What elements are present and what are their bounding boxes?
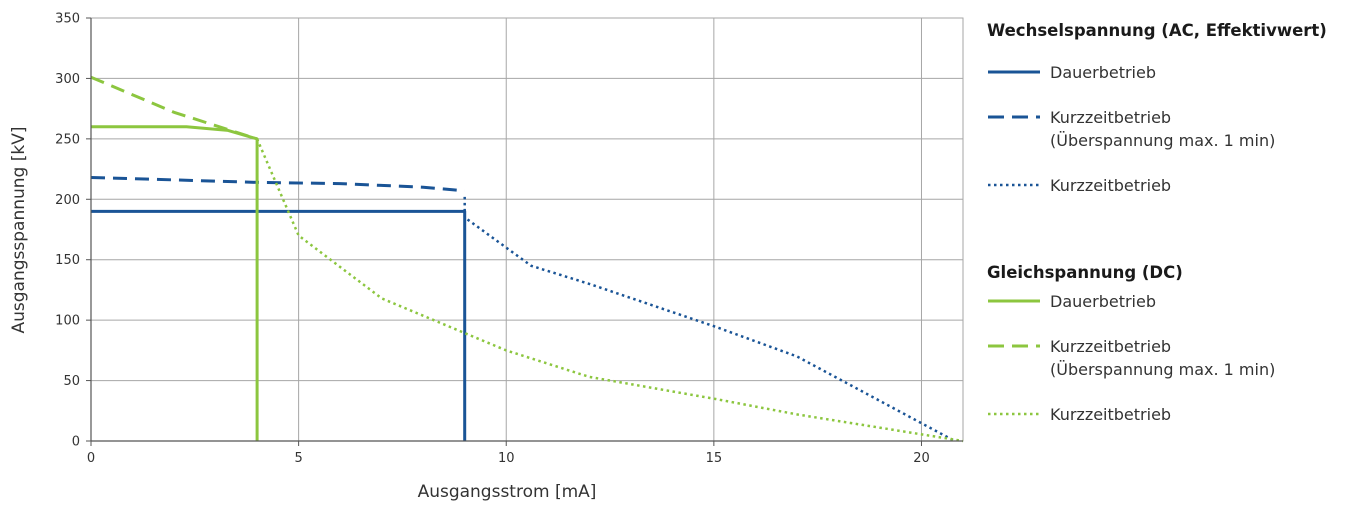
x-tick-label: 5 bbox=[294, 451, 302, 466]
series-layer bbox=[90, 75, 964, 443]
legend: Wechselspannung (AC, Effektivwert) Dauerb… bbox=[987, 21, 1327, 424]
legend-label: Kurzzeitbetrieb bbox=[1050, 108, 1171, 127]
series-ac-solid-line bbox=[91, 209, 467, 441]
series-ac-dashed-line bbox=[90, 176, 465, 193]
y-tick-label: 50 bbox=[63, 374, 80, 389]
legend-label: Kurzzeitbetrieb bbox=[1050, 405, 1171, 424]
y-tick-label: 100 bbox=[55, 314, 80, 329]
y-axis-title: Ausgangsspannung [kV] bbox=[9, 127, 29, 334]
x-tick-label: 10 bbox=[498, 451, 515, 466]
legend-heading: Gleichspannung (DC) bbox=[987, 263, 1183, 282]
legend-label: Kurzzeitbetrieb bbox=[1050, 176, 1171, 195]
legend-label-detail: (Überspannung max. 1 min) bbox=[1050, 360, 1275, 379]
axes bbox=[86, 17, 963, 446]
x-axis-title: Ausgangsstrom [mA] bbox=[418, 482, 597, 502]
y-tick-label: 350 bbox=[55, 12, 80, 27]
series-dc-dashed-line bbox=[90, 75, 258, 141]
series-dc-solid-line bbox=[91, 125, 259, 441]
series-ac-dotted-line bbox=[463, 196, 956, 443]
y-tick-label: 200 bbox=[55, 193, 80, 208]
x-tick-label: 15 bbox=[706, 451, 723, 466]
legend-label: Dauerbetrieb bbox=[1050, 63, 1156, 82]
legend-label: Kurzzeitbetrieb bbox=[1050, 337, 1171, 356]
grid bbox=[90, 17, 964, 442]
plot-frame bbox=[90, 17, 964, 442]
y-tick-label: 250 bbox=[55, 132, 80, 147]
tick-labels: 0 50 100 150 200 250 300 350 0 5 10 15 20 bbox=[55, 12, 930, 467]
legend-heading: Wechselspannung (AC, Effektivwert) bbox=[987, 21, 1327, 40]
y-tick-label: 300 bbox=[55, 72, 80, 87]
y-tick-label: 0 bbox=[72, 435, 80, 450]
y-tick-label: 150 bbox=[55, 253, 80, 268]
x-tick-label: 20 bbox=[913, 451, 930, 466]
legend-label-detail: (Überspannung max. 1 min) bbox=[1050, 131, 1275, 150]
x-tick-label: 0 bbox=[87, 451, 95, 466]
legend-label: Dauerbetrieb bbox=[1050, 292, 1156, 311]
